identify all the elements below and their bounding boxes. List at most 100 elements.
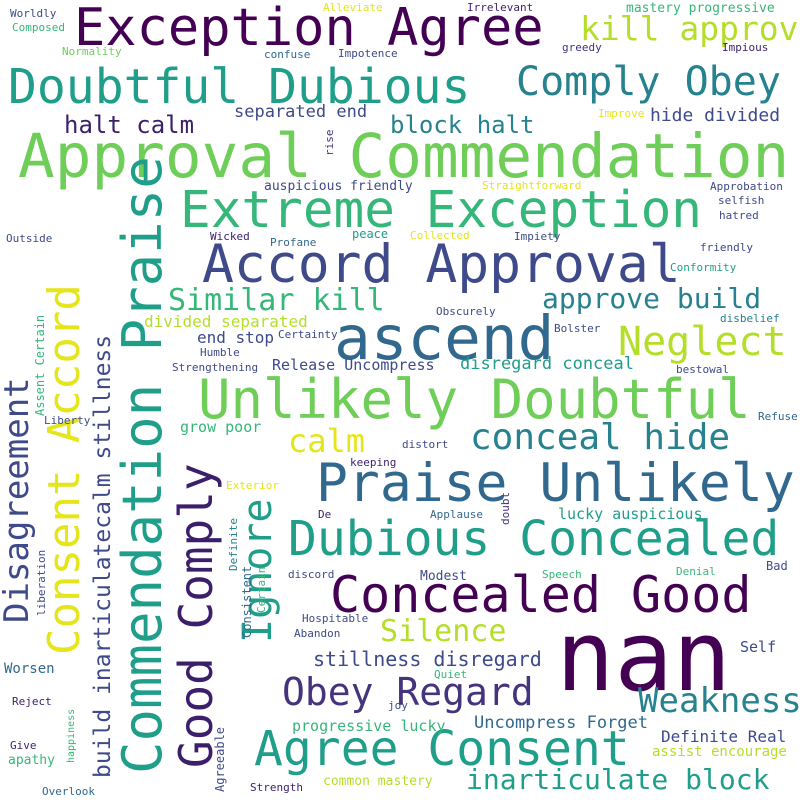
word: Good Comply (169, 463, 223, 768)
word: bestowal (676, 363, 729, 376)
word: Conformity (670, 261, 737, 274)
word: Impotence (338, 47, 398, 60)
word: Exterior (226, 479, 279, 492)
word: friendly (700, 241, 753, 254)
word: Alleviate (323, 1, 383, 14)
word: mastery progressive (626, 1, 775, 16)
word: assist encourage (652, 744, 787, 760)
word: Speech (542, 568, 582, 581)
word: conceal hide (470, 417, 731, 458)
word: Wicked (210, 230, 250, 243)
word: common mastery (323, 774, 433, 789)
word: Improve (598, 107, 645, 120)
word: Straightforward (482, 179, 582, 192)
word: calm (288, 422, 366, 460)
word: progressive lucky (292, 717, 446, 735)
word: Impious (722, 41, 769, 54)
word: greedy (562, 41, 602, 54)
word: lucky auspicious (558, 505, 703, 523)
word: Approbation (710, 180, 783, 193)
word: discord (288, 568, 335, 581)
word: Strengthening (172, 361, 259, 374)
word: Accord Approval (202, 234, 681, 295)
word: peace (352, 227, 389, 241)
word: Refuse (758, 410, 798, 423)
word: Disagreement (0, 377, 37, 623)
word: Comply Obey (516, 59, 781, 105)
word: Collected (410, 229, 470, 242)
word: De (318, 508, 332, 521)
word: Self (740, 638, 777, 656)
word: Doubtful Dubious (8, 59, 471, 115)
word: Agreeable (213, 726, 227, 792)
word: Modest (420, 569, 467, 584)
word: Consistent (240, 565, 254, 638)
word: liberation (35, 549, 48, 616)
word: Abandon (294, 627, 341, 640)
word: Bad (766, 559, 788, 573)
word: Humble (200, 346, 240, 359)
word: happiness (66, 708, 77, 763)
word: divided separated (144, 312, 308, 331)
word: Silence (380, 614, 507, 649)
word: hide divided (650, 105, 781, 126)
word: kill approve (580, 9, 800, 48)
word: Definite Real (661, 727, 787, 746)
word: Approval Commendation (18, 121, 790, 192)
word: hatred (719, 209, 759, 222)
word: rise (323, 129, 336, 157)
word: Worsen (4, 661, 55, 677)
word: Give (10, 739, 37, 752)
word: halt calm (64, 111, 195, 139)
word: Assent Certain (33, 314, 47, 416)
word: Exception Agree (74, 0, 544, 58)
word: doubt (499, 491, 512, 525)
word: keeping (350, 456, 397, 469)
word: Applause (430, 508, 483, 521)
word: Irrelevant (467, 1, 534, 14)
word: Strength (250, 781, 303, 794)
word: inarticulate block (466, 763, 770, 796)
word: Agree Consent (254, 721, 630, 777)
word: block halt (390, 111, 535, 139)
word: Definite (227, 518, 240, 571)
word: Extreme Exception (180, 181, 702, 240)
word: Obey Regard (282, 670, 534, 714)
word: nan (556, 600, 732, 713)
word: Neglect (618, 319, 787, 365)
word: Concealed Good (330, 566, 752, 624)
word: Overlook (42, 785, 95, 798)
word: Commendation Praise (111, 156, 174, 774)
word: approve build (542, 282, 762, 315)
word: Weakness (638, 681, 800, 721)
word: Worldly (10, 7, 57, 20)
word: disregard conceal (460, 354, 634, 374)
word: disbelief (720, 312, 780, 325)
word: auspicious friendly (264, 179, 413, 194)
word: grow poor (180, 418, 262, 436)
word: Certain (255, 566, 268, 613)
word: Similar kill (168, 283, 385, 318)
word: end stop (197, 328, 275, 347)
word: distort (402, 438, 449, 451)
word: Composed (12, 21, 65, 34)
word: Quiet (434, 668, 468, 681)
word: Obscurely (436, 305, 496, 318)
word: selfish (718, 194, 765, 207)
word: apathy (8, 753, 55, 768)
word: build inarticulatecalm stillness (90, 334, 116, 778)
word: Uncompress Forget (474, 713, 648, 733)
word: joy (388, 699, 408, 712)
word: Certainty (278, 328, 338, 341)
word: Praise Unlikely (316, 453, 795, 514)
word: Release Uncompress (272, 356, 435, 374)
word: Dubious Concealed (288, 511, 780, 567)
word: ascend (334, 303, 555, 374)
word: Outside (6, 232, 53, 245)
word: Hospitable (302, 612, 369, 625)
word: Reject (12, 695, 52, 708)
word: Consent Accord (39, 284, 90, 655)
word: confuse (264, 48, 311, 61)
word: Profane (270, 236, 317, 249)
